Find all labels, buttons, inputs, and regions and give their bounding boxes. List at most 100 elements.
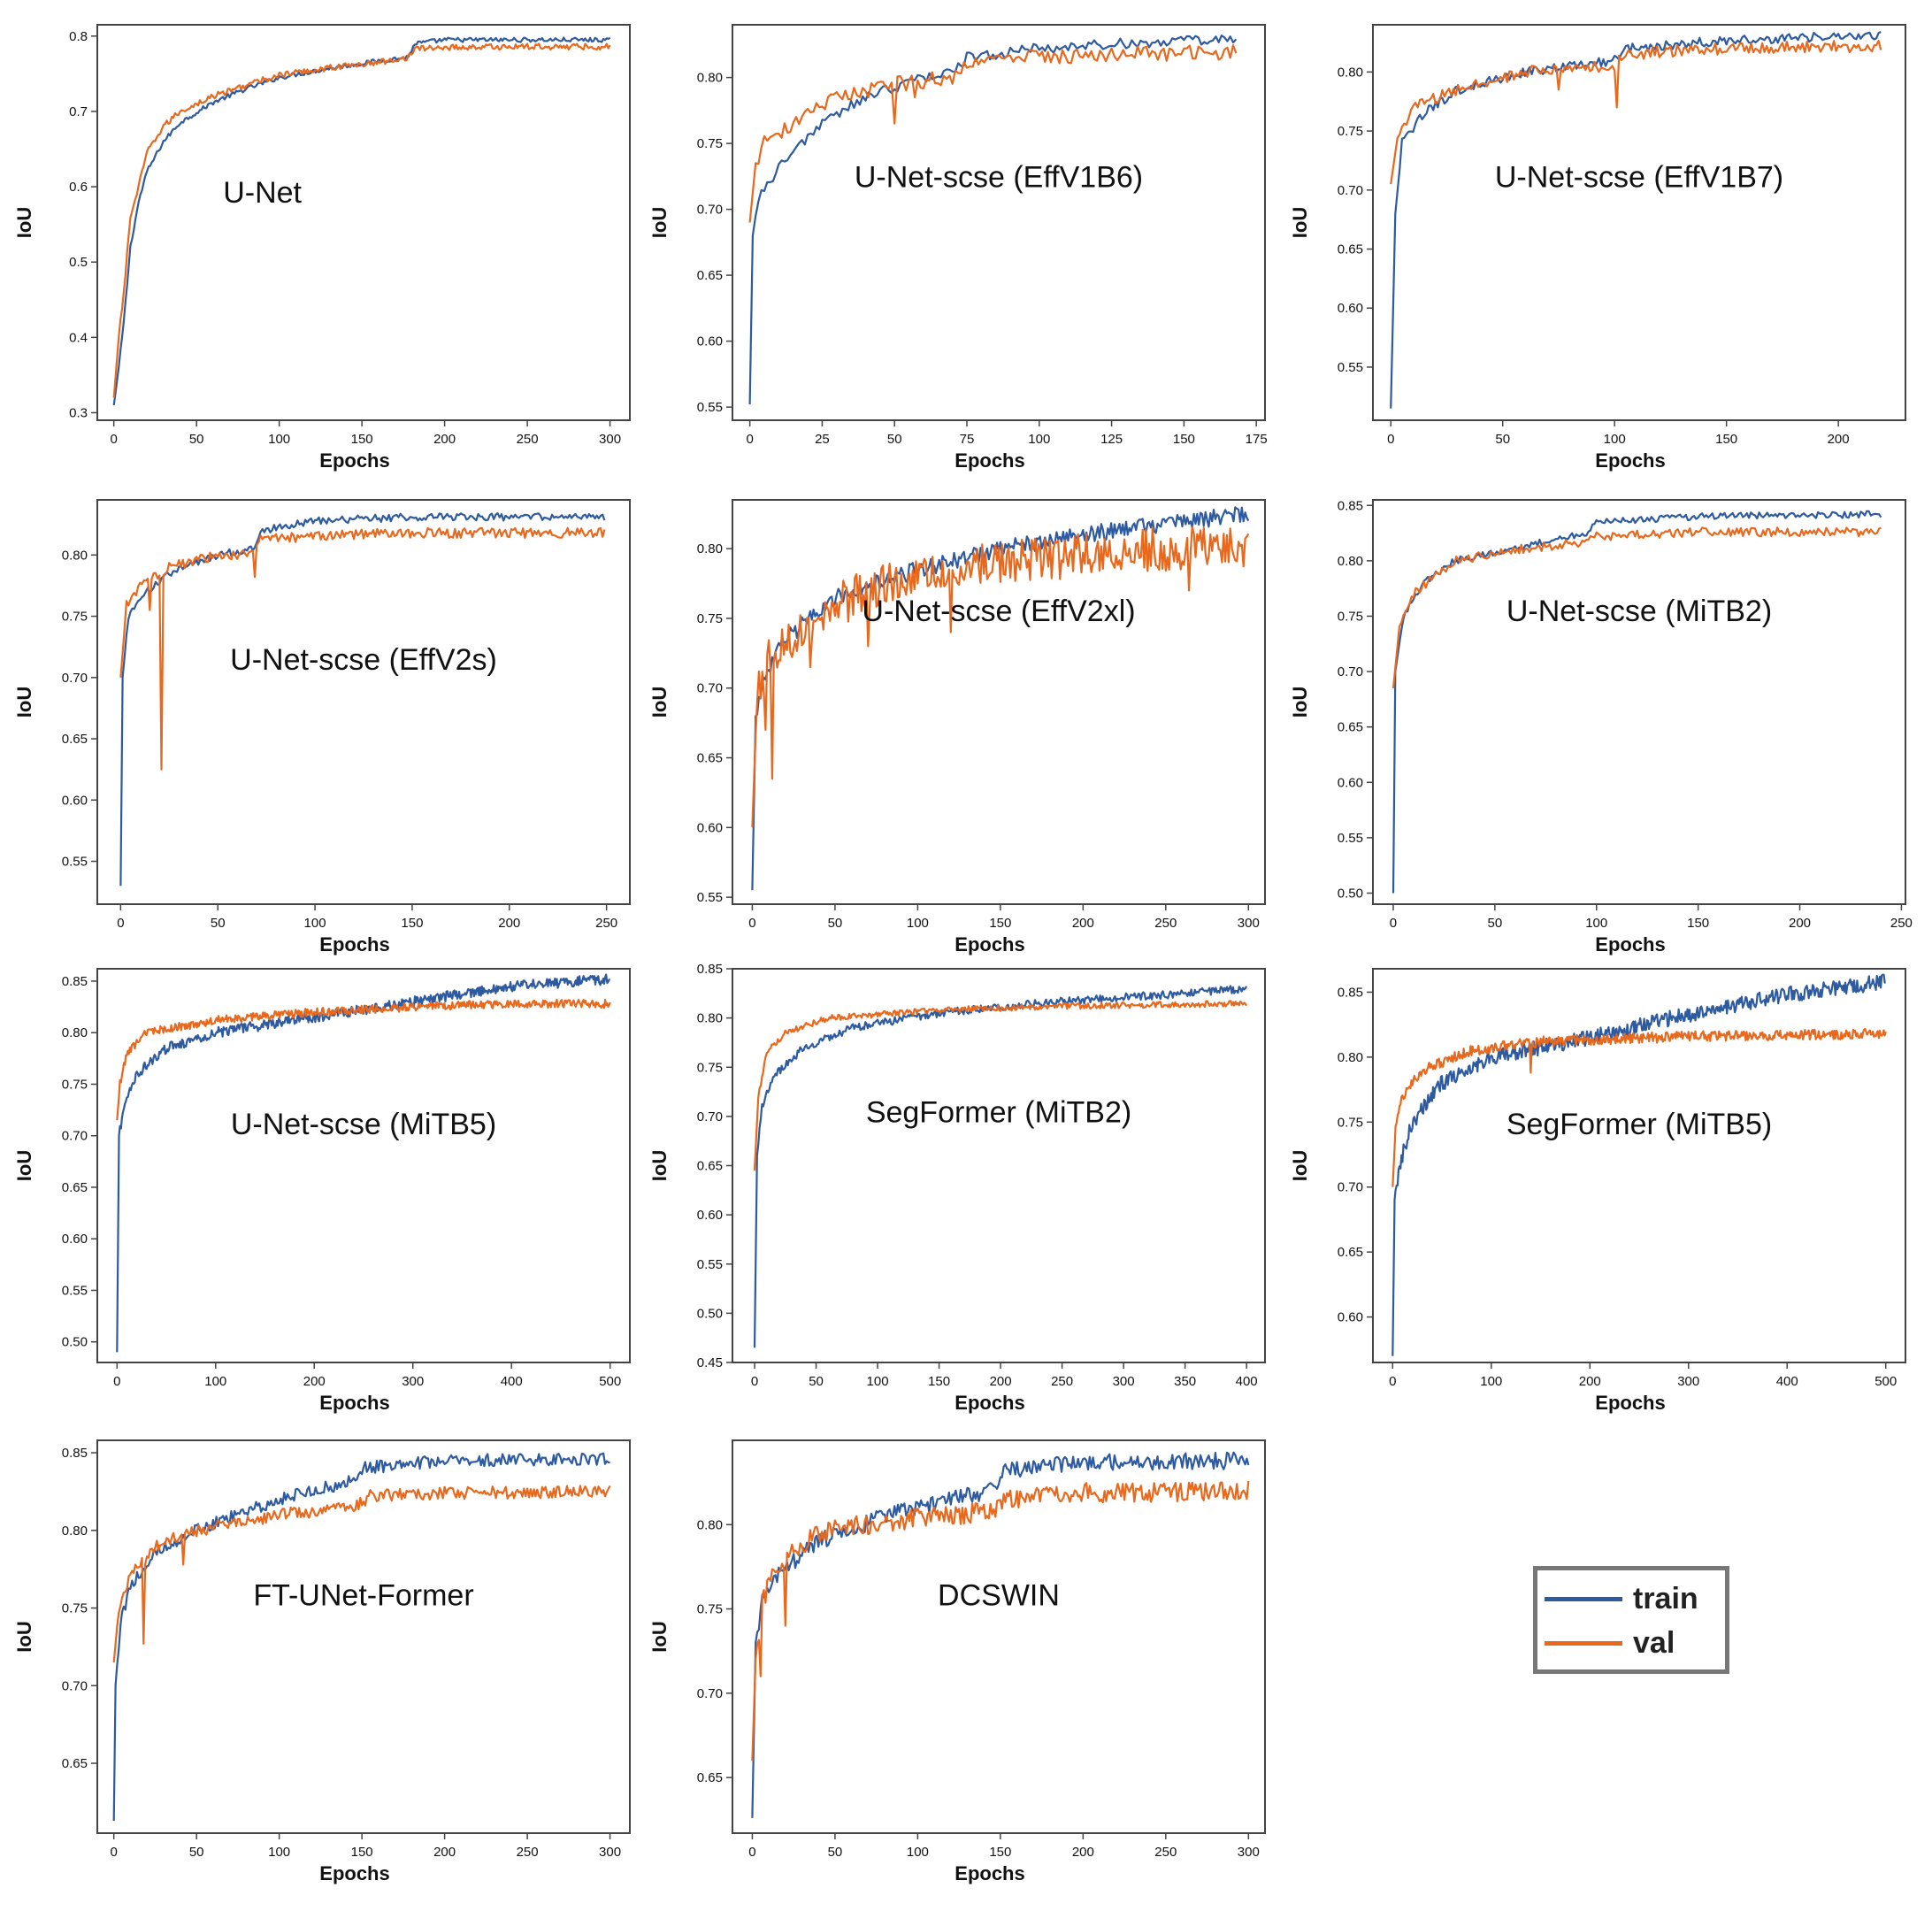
x-tick-label: 25 <box>815 432 830 447</box>
y-tick-label: 0.70 <box>62 1678 88 1693</box>
x-tick-label: 50 <box>1495 432 1510 447</box>
series-line-train <box>1392 973 1886 1356</box>
y-tick-label: 0.55 <box>62 1283 88 1298</box>
y-tick-label: 0.5 <box>69 255 88 270</box>
x-tick-label: 100 <box>1028 432 1050 447</box>
x-tick-label: 300 <box>599 1845 621 1860</box>
y-axis-label: IoU <box>648 207 671 238</box>
x-tick-label: 100 <box>268 432 290 447</box>
y-tick-label: 0.60 <box>62 1232 88 1247</box>
x-axis-label: Epochs <box>954 449 1024 472</box>
x-tick-label: 0 <box>746 432 753 447</box>
y-tick-label: 0.55 <box>1338 360 1363 375</box>
y-tick-label: 0.80 <box>697 1011 723 1026</box>
plot-frame <box>96 1439 631 1834</box>
y-tick-label: 0.7 <box>69 104 88 119</box>
x-tick-label: 200 <box>498 916 520 931</box>
y-axis-label: IoU <box>1289 687 1311 718</box>
y-tick-label: 0.75 <box>62 610 88 625</box>
y-tick-label: 0.75 <box>62 1601 88 1616</box>
chart-panel-10: 0 50 100 150 200 250 300 0.65 0.70 0.75 0.80 0.85 Ep… <box>13 1439 631 1884</box>
y-tick-label: 0.65 <box>697 1770 723 1785</box>
legend-swatch-train <box>1545 1596 1622 1601</box>
x-tick-label: 0 <box>117 916 124 931</box>
y-tick-label: 0.80 <box>1338 554 1363 569</box>
y-tick-label: 0.65 <box>62 732 88 747</box>
y-tick-label: 0.75 <box>1338 609 1363 624</box>
x-tick-label: 0 <box>113 1374 120 1389</box>
series-line-val <box>1392 1027 1887 1187</box>
plot-frame <box>732 1439 1266 1834</box>
x-tick-label: 0 <box>111 432 118 447</box>
y-tick-label: 0.60 <box>697 820 723 835</box>
plot-frame <box>96 499 631 905</box>
x-axis-label: Epochs <box>319 449 389 472</box>
x-tick-label: 250 <box>1154 916 1177 931</box>
chart-panel-1: 0 50 100 150 200 250 300 0.3 0.4 0.5 0.6 0.7 0.8 Epoc… <box>13 24 631 472</box>
y-tick-label: 0.4 <box>69 330 88 345</box>
x-tick-label: 250 <box>1154 1845 1177 1860</box>
y-tick-label: 0.70 <box>697 1109 723 1124</box>
x-tick-label: 150 <box>401 916 423 931</box>
legend: train val <box>1533 1566 1729 1674</box>
series-line-val <box>119 526 606 771</box>
x-tick-label: 300 <box>1677 1374 1699 1389</box>
x-tick-label: 100 <box>907 1845 929 1860</box>
y-tick-label: 0.85 <box>1338 498 1363 513</box>
x-tick-label: 150 <box>989 1845 1011 1860</box>
x-axis-label: Epochs <box>1595 1392 1665 1414</box>
chart-title: U-Net <box>223 176 302 210</box>
x-tick-label: 100 <box>204 1374 226 1389</box>
chart-title: SegFormer (MiTB5) <box>1506 1108 1772 1141</box>
y-tick-label: 0.65 <box>697 268 723 283</box>
chart-panel-11: 0 50 100 150 200 250 300 0.65 0.70 0.75 0.80 Epochs… <box>648 1439 1266 1884</box>
y-tick-label: 0.50 <box>697 1306 723 1321</box>
x-axis-label: Epochs <box>1595 933 1665 956</box>
x-tick-label: 500 <box>1874 1374 1897 1389</box>
y-tick-label: 0.45 <box>697 1355 723 1370</box>
series-line-train <box>112 1452 610 1822</box>
x-tick-label: 150 <box>928 1374 950 1389</box>
y-tick-label: 0.65 <box>697 751 723 766</box>
x-tick-label: 300 <box>1238 1845 1260 1860</box>
series-line-train <box>751 1451 1250 1818</box>
x-axis-label: Epochs <box>319 1862 389 1884</box>
x-tick-label: 250 <box>595 916 617 931</box>
chart-title: U-Net-scse (EffV2s) <box>230 643 497 677</box>
y-tick-label: 0.75 <box>1338 124 1363 139</box>
y-tick-label: 0.70 <box>697 681 723 696</box>
series-line-val <box>753 1000 1248 1171</box>
series-line-val <box>116 998 611 1121</box>
x-tick-label: 0 <box>751 1374 758 1389</box>
y-tick-label: 0.55 <box>697 400 723 415</box>
x-axis-label: Epochs <box>954 1862 1024 1884</box>
x-tick-label: 250 <box>1051 1374 1073 1389</box>
y-tick-label: 0.65 <box>1338 1245 1363 1260</box>
x-tick-label: 200 <box>1789 916 1811 931</box>
y-axis-label: IoU <box>13 1621 35 1652</box>
series-line-train <box>119 512 606 886</box>
x-tick-label: 100 <box>1604 432 1626 447</box>
chart-panel-3: 0 50 100 150 200 0.55 0.60 0.65 0.70 0.75 0.80 Epoc… <box>1289 24 1906 472</box>
x-tick-label: 0 <box>1389 1374 1396 1389</box>
y-tick-label: 0.70 <box>697 203 723 218</box>
x-tick-label: 0 <box>748 916 755 931</box>
x-tick-label: 150 <box>351 1845 373 1860</box>
y-tick-label: 0.55 <box>62 855 88 870</box>
x-tick-label: 100 <box>304 916 326 931</box>
y-tick-label: 0.55 <box>1338 831 1363 846</box>
x-tick-label: 300 <box>1238 916 1260 931</box>
series-line-val <box>112 1485 611 1663</box>
x-tick-label: 200 <box>1072 1845 1094 1860</box>
y-tick-label: 0.75 <box>62 1077 88 1092</box>
x-tick-label: 200 <box>433 432 456 447</box>
y-axis-label: IoU <box>13 207 35 238</box>
y-tick-label: 0.80 <box>697 541 723 556</box>
chart-title: SegFormer (MiTB2) <box>866 1096 1131 1130</box>
y-tick-label: 0.60 <box>697 334 723 349</box>
x-tick-label: 0 <box>1387 432 1394 447</box>
y-tick-label: 0.80 <box>62 548 88 563</box>
plot-frame <box>1372 24 1906 421</box>
chart-panel-8: 0 50 100 150 200 250 300 350 400 0.45 0.50 0.55 0.60… <box>648 962 1266 1414</box>
plot-frame <box>96 24 631 421</box>
